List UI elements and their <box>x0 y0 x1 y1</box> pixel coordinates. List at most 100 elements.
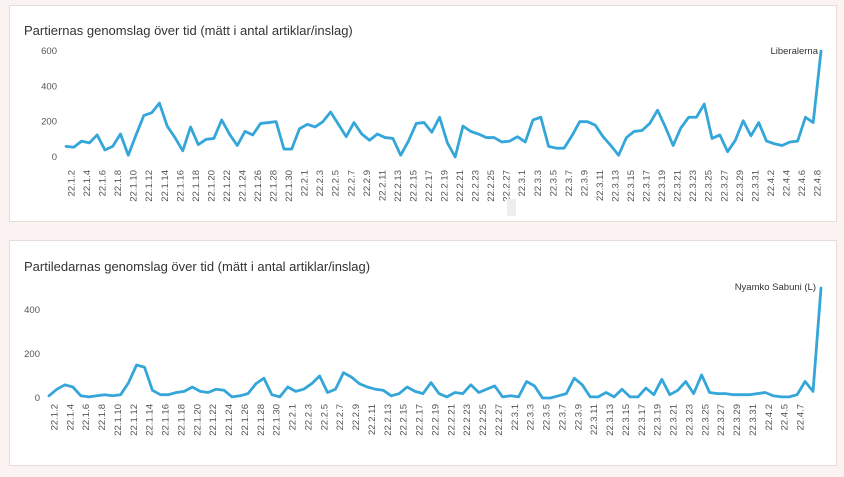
x-tick-label: 22.2.5 <box>319 404 330 430</box>
x-tick-label: 22.3.23 <box>688 170 699 202</box>
x-tick-label: 22.3.1 <box>510 404 521 430</box>
party-chart[interactable]: 0 200 400 600 Liberalerna 22.1.2 22.1.4 22.1.6 2… <box>10 6 836 221</box>
chart-title: Partiernas genomslag över tid (mätt i an… <box>24 23 353 38</box>
x-tick-label: 22.1.4 <box>82 170 93 196</box>
x-tick-label: 22.3.19 <box>653 404 664 436</box>
x-tick-label: 22.3.15 <box>626 170 637 202</box>
x-tick-label: 22.2.7 <box>346 170 357 196</box>
x-tick-label: 22.1.22 <box>208 404 219 436</box>
y-tick-label: 200 <box>41 117 57 128</box>
x-tick-label: 22.2.27 <box>502 170 513 202</box>
y-tick-label: 400 <box>24 305 40 316</box>
x-tick-label: 22.1.14 <box>145 404 156 436</box>
x-tick-label: 22.3.1 <box>517 170 528 196</box>
x-tick-label: 22.3.29 <box>735 170 746 202</box>
x-tick-label: 22.2.3 <box>303 404 314 430</box>
x-tick-label: 22.3.5 <box>548 170 559 196</box>
x-tick-label: 22.2.13 <box>393 170 404 202</box>
x-tick-label: 22.1.20 <box>206 170 217 202</box>
x-tick-label: 22.1.6 <box>98 170 109 196</box>
scroll-indicator <box>507 199 516 216</box>
x-tick-label: 22.4.2 <box>766 170 777 196</box>
x-tick-label: 22.3.13 <box>605 404 616 436</box>
series-end-label: Nyamko Sabuni (L) <box>735 282 816 293</box>
y-tick-label: 600 <box>41 46 57 57</box>
x-tick-label: 22.2.9 <box>351 404 362 430</box>
x-tick-label: 22.3.7 <box>557 404 568 430</box>
x-tick-label: 22.4.8 <box>813 170 824 196</box>
series-end-label: Liberalerna <box>770 46 818 57</box>
x-tick-label: 22.2.21 <box>455 170 466 202</box>
x-tick-label: 22.1.2 <box>50 404 61 430</box>
x-tick-label: 22.2.9 <box>362 170 373 196</box>
x-tick-label: 22.3.5 <box>542 404 553 430</box>
x-tick-label: 22.3.9 <box>579 170 590 196</box>
chart-title: Partiledarnas genomslag över tid (mätt i… <box>24 259 371 274</box>
x-tick-label: 22.3.11 <box>589 404 600 435</box>
x-tick-label: 22.2.7 <box>335 404 346 430</box>
series-line[interactable] <box>64 49 823 159</box>
x-tick-label: 22.3.27 <box>719 170 730 202</box>
x-tick-label: 22.2.27 <box>494 404 505 436</box>
x-tick-label: 22.3.7 <box>564 170 575 196</box>
x-tick-label: 22.1.24 <box>237 170 248 202</box>
x-tick-label: 22.1.16 <box>161 404 172 436</box>
x-tick-label: 22.2.15 <box>408 170 419 202</box>
x-tick-label: 22.1.8 <box>113 170 124 196</box>
x-tick-label: 22.1.12 <box>129 404 140 436</box>
x-tick-label: 22.4.7 <box>796 404 807 430</box>
x-tick-label: 22.1.26 <box>253 170 264 202</box>
x-tick-label: 22.2.3 <box>315 170 326 196</box>
x-tick-label: 22.2.17 <box>424 170 435 202</box>
x-tick-label: 22.2.19 <box>430 404 441 436</box>
x-tick-label: 22.3.31 <box>748 404 759 436</box>
x-tick-label: 22.3.25 <box>700 404 711 436</box>
x-tick-label: 22.4.6 <box>797 170 808 196</box>
leader-chart[interactable]: 0 200 400 Nyamko Sabuni (L) 22.1.2 22.1.4 22.1… <box>10 241 836 465</box>
x-tick-label: 22.3.17 <box>642 170 653 202</box>
x-tick-label: 22.2.1 <box>300 170 311 196</box>
x-tick-label: 22.2.25 <box>486 170 497 202</box>
x-tick-label: 22.4.4 <box>781 170 792 196</box>
x-tick-label: 22.3.11 <box>595 170 606 201</box>
x-tick-label: 22.2.23 <box>471 170 482 202</box>
x-tick-label: 22.2.21 <box>446 404 457 436</box>
y-tick-label: 200 <box>24 349 40 360</box>
x-tick-label: 22.2.11 <box>377 170 388 201</box>
x-tick-label: 22.3.15 <box>621 404 632 436</box>
y-tick-label: 0 <box>35 393 40 404</box>
x-tick-label: 22.1.6 <box>81 404 92 430</box>
x-tick-label: 22.1.24 <box>224 404 235 436</box>
x-tick-label: 22.3.27 <box>716 404 727 436</box>
x-tick-label: 22.1.10 <box>129 170 140 202</box>
x-tick-label: 22.4.5 <box>780 404 791 430</box>
x-tick-label: 22.2.5 <box>331 170 342 196</box>
x-tick-label: 22.3.17 <box>637 404 648 436</box>
x-tick-label: 22.1.12 <box>144 170 155 202</box>
x-tick-label: 22.3.31 <box>750 170 761 202</box>
series-line[interactable] <box>47 286 823 400</box>
x-tick-label: 22.2.23 <box>462 404 473 436</box>
x-tick-label: 22.1.22 <box>222 170 233 202</box>
x-tick-label: 22.1.28 <box>269 170 280 202</box>
x-tick-label: 22.3.3 <box>533 170 544 196</box>
x-tick-label: 22.3.19 <box>657 170 668 202</box>
x-tick-label: 22.1.26 <box>240 404 251 436</box>
x-tick-label: 22.3.13 <box>610 170 621 202</box>
x-tick-label: 22.2.17 <box>415 404 426 436</box>
x-tick-label: 22.2.25 <box>478 404 489 436</box>
x-tick-label: 22.3.3 <box>526 404 537 430</box>
x-tick-label: 22.1.30 <box>272 404 283 436</box>
x-tick-label: 22.1.28 <box>256 404 267 436</box>
x-tick-label: 22.3.23 <box>684 404 695 436</box>
x-tick-label: 22.1.10 <box>113 404 124 436</box>
x-tick-label: 22.2.1 <box>288 404 299 430</box>
x-tick-label: 22.1.18 <box>176 404 187 436</box>
x-tick-label: 22.1.16 <box>175 170 186 202</box>
x-tick-label: 22.1.2 <box>67 170 78 196</box>
x-tick-label: 22.1.8 <box>97 404 108 430</box>
x-tick-label: 22.1.30 <box>284 170 295 202</box>
x-tick-label: 22.3.21 <box>673 170 684 202</box>
x-tick-label: 22.2.19 <box>440 170 451 202</box>
y-tick-label: 400 <box>41 81 57 92</box>
